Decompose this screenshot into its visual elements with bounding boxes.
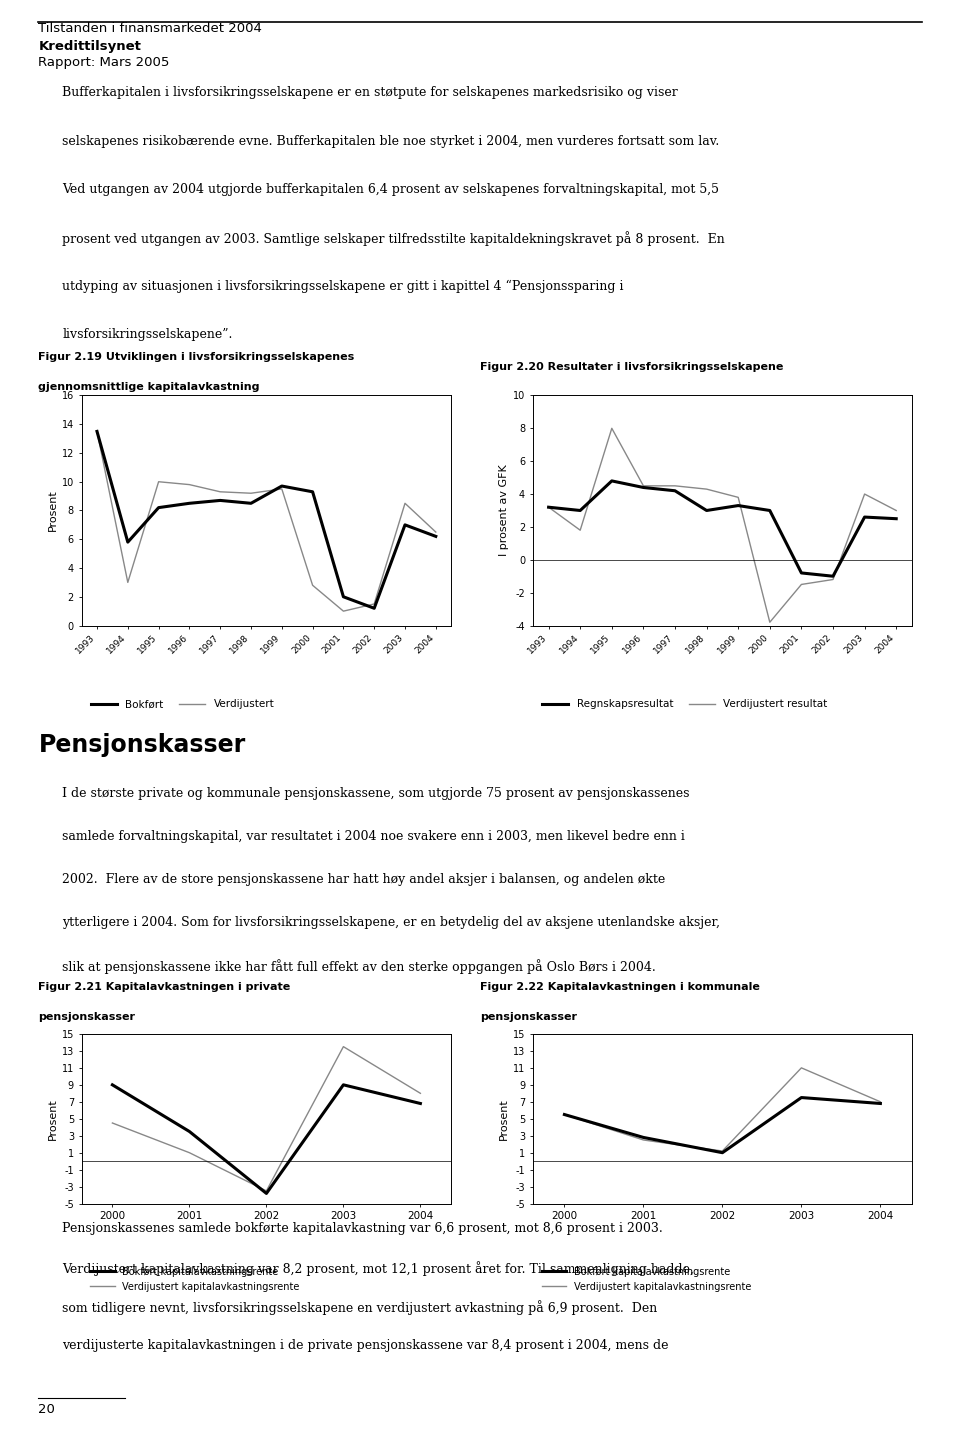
Text: samlede forvaltningskapital, var resultatet i 2004 noe svakere enn i 2003, men l: samlede forvaltningskapital, var resulta…	[62, 830, 685, 843]
Text: verdijusterte kapitalavkastningen i de private pensjonskassene var 8,4 prosent i: verdijusterte kapitalavkastningen i de p…	[62, 1339, 669, 1352]
Text: Figur 2.20 Resultater i livsforsikringsselskapene: Figur 2.20 Resultater i livsforsikringss…	[480, 362, 783, 372]
Text: Tilstanden i finansmarkedet 2004: Tilstanden i finansmarkedet 2004	[38, 22, 262, 35]
Text: 2002.  Flere av de store pensjonskassene har hatt høy andel aksjer i balansen, o: 2002. Flere av de store pensjonskassene …	[62, 873, 665, 886]
Y-axis label: I prosent av GFK: I prosent av GFK	[499, 464, 509, 557]
Text: 20: 20	[38, 1402, 56, 1416]
Text: Figur 2.22 Kapitalavkastningen i kommunale: Figur 2.22 Kapitalavkastningen i kommuna…	[480, 982, 760, 992]
Text: som tidligere nevnt, livsforsikringsselskapene en verdijustert avkastning på 6,9: som tidligere nevnt, livsforsikringssels…	[62, 1300, 658, 1316]
Text: pensjonskasser: pensjonskasser	[38, 1012, 135, 1022]
Text: Verdijustert kapitalavkastning var 8,2 prosent, mot 12,1 prosent året for. Til s: Verdijustert kapitalavkastning var 8,2 p…	[62, 1261, 694, 1276]
Text: Pensjonskasser: Pensjonskasser	[38, 733, 246, 758]
Text: I de største private og kommunale pensjonskassene, som utgjorde 75 prosent av pe: I de største private og kommunale pensjo…	[62, 787, 690, 800]
Y-axis label: Prosent: Prosent	[498, 1097, 509, 1140]
Legend: Bokført, Verdijustert: Bokført, Verdijustert	[86, 695, 278, 713]
Y-axis label: Prosent: Prosent	[47, 1097, 58, 1140]
Text: Kredittilsynet: Kredittilsynet	[38, 40, 141, 53]
Legend: Regnskapsresultat, Verdijustert resultat: Regnskapsresultat, Verdijustert resultat	[538, 695, 831, 713]
Text: slik at pensjonskassene ikke har fått full effekt av den sterke oppgangen på Osl: slik at pensjonskassene ikke har fått fu…	[62, 959, 656, 974]
Legend: Bokført kapitalavkastningsrente, Verdijustert kapitalavkastningsrente: Bokført kapitalavkastningsrente, Verdiju…	[538, 1263, 755, 1296]
Text: Pensjonskassenes samlede bokførte kapitalavkastning var 6,6 prosent, mot 8,6 pro: Pensjonskassenes samlede bokførte kapita…	[62, 1222, 663, 1235]
Y-axis label: Prosent: Prosent	[47, 489, 58, 532]
Text: prosent ved utgangen av 2003. Samtlige selskaper tilfredsstilte kapitaldekningsk: prosent ved utgangen av 2003. Samtlige s…	[62, 232, 725, 246]
Text: ytterligere i 2004. Som for livsforsikringsselskapene, er en betydelig del av ak: ytterligere i 2004. Som for livsforsikri…	[62, 916, 720, 929]
Text: Figur 2.19 Utviklingen i livsforsikringsselskapenes: Figur 2.19 Utviklingen i livsforsikrings…	[38, 352, 354, 362]
Legend: Bokført kapitalavkastningsrente, Verdijustert kapitalavkastningsrente: Bokført kapitalavkastningsrente, Verdiju…	[86, 1263, 303, 1296]
Text: Figur 2.21 Kapitalavkastningen i private: Figur 2.21 Kapitalavkastningen i private	[38, 982, 291, 992]
Text: Bufferkapitalen i livsforsikringsselskapene er en støtpute for selskapenes marke: Bufferkapitalen i livsforsikringsselskap…	[62, 86, 678, 99]
Text: utdyping av situasjonen i livsforsikringsselskapene er gitt i kapittel 4 “Pensjo: utdyping av situasjonen i livsforsikring…	[62, 280, 624, 293]
Text: pensjonskasser: pensjonskasser	[480, 1012, 577, 1022]
Text: livsforsikringsselskapene”.: livsforsikringsselskapene”.	[62, 328, 232, 341]
Text: gjennomsnittlige kapitalavkastning: gjennomsnittlige kapitalavkastning	[38, 383, 260, 393]
Text: Rapport: Mars 2005: Rapport: Mars 2005	[38, 56, 170, 69]
Text: selskapenes risikobærende evne. Bufferkapitalen ble noe styrket i 2004, men vurd: selskapenes risikobærende evne. Bufferka…	[62, 135, 720, 148]
Text: Ved utgangen av 2004 utgjorde bufferkapitalen 6,4 prosent av selskapenes forvalt: Ved utgangen av 2004 utgjorde bufferkapi…	[62, 183, 719, 196]
